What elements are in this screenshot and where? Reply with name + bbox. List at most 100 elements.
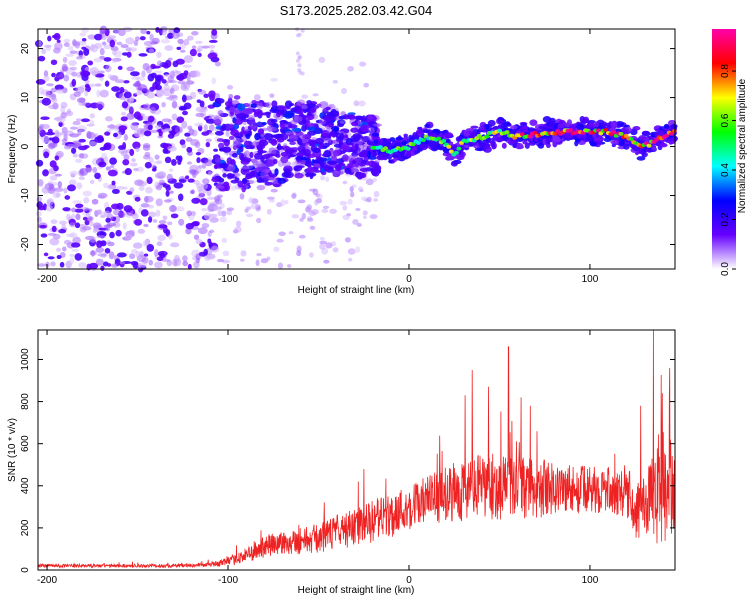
spectrogram-cell xyxy=(51,225,57,233)
spectrogram-cell xyxy=(213,148,219,152)
spectrogram-cell xyxy=(97,192,108,199)
spectrogram-cell xyxy=(69,253,75,257)
spectrogram-cell xyxy=(237,180,244,188)
spectrogram-cell xyxy=(186,146,193,153)
spectrogram-cell xyxy=(71,248,80,252)
spectrogram-cell xyxy=(172,60,179,68)
spectrogram-cell xyxy=(185,137,193,142)
spectrogram-cell xyxy=(277,137,285,143)
spectrogram-cell xyxy=(205,138,213,143)
spectrogram-cell xyxy=(132,141,141,150)
spectrogram-cell xyxy=(87,34,97,40)
spectrogram-cell xyxy=(45,92,54,98)
spectrogram-cell xyxy=(552,136,561,143)
spectrogram-cell xyxy=(97,157,105,163)
spectrogram-cell xyxy=(135,147,140,152)
spectrogram-cell xyxy=(277,145,283,150)
spectrogram-cell xyxy=(199,198,208,206)
spectrogram-cell xyxy=(218,142,225,149)
spectrogram-cell xyxy=(119,261,126,265)
spectrogram-cell xyxy=(226,173,236,177)
spectrogram-cell xyxy=(66,108,72,115)
spectrogram-cell xyxy=(505,121,511,126)
spectrogram-cell xyxy=(275,153,281,158)
spectrogram-cell xyxy=(132,262,139,269)
spectrogram-cell xyxy=(270,118,278,123)
spectrogram-cell xyxy=(216,258,225,263)
spectrogram-cell xyxy=(169,70,176,79)
spectrogram-cell xyxy=(137,263,148,268)
spectrogram-cell xyxy=(90,249,95,257)
spectrogram-cell xyxy=(83,197,90,204)
spectrogram-cell xyxy=(253,108,263,116)
spectrogram-cell xyxy=(76,182,83,190)
spectrogram-cell xyxy=(615,121,625,127)
spectrogram-cell xyxy=(227,97,233,105)
spectrogram-cell xyxy=(295,155,304,161)
spectrogram-cell xyxy=(319,236,325,241)
spectrogram-cell xyxy=(248,197,254,204)
spectrogram-cell xyxy=(330,125,340,132)
spectrogram-cell xyxy=(110,46,119,52)
spectrogram-cell xyxy=(446,138,451,143)
spectrogram-cell xyxy=(323,259,330,264)
spectrogram-cell xyxy=(323,164,331,172)
spectrogram-cell xyxy=(105,217,111,223)
spectrogram-cell xyxy=(611,130,616,135)
spectrogram-cell xyxy=(41,97,52,106)
spectrogram-cell xyxy=(191,45,197,50)
spectrogram-cell xyxy=(120,150,128,157)
spectrogram-cell xyxy=(62,207,71,212)
spectrogram-cell xyxy=(524,142,530,149)
spectrogram-cell xyxy=(48,184,55,188)
spectrogram-cell xyxy=(94,73,105,78)
spectrogram-cell xyxy=(129,106,134,113)
spectrogram-cell xyxy=(147,211,157,218)
spectrogram-cell xyxy=(164,156,172,164)
spectrogram-cell xyxy=(190,139,200,146)
spectrogram-cell xyxy=(181,143,187,149)
snr-frame xyxy=(37,329,676,571)
spectrogram-cell xyxy=(241,184,247,193)
spectrogram-cell xyxy=(79,226,87,233)
spectrogram-cell xyxy=(306,166,316,174)
spectrogram-cell xyxy=(76,97,86,104)
spectrogram-cell xyxy=(478,140,486,148)
spectrogram-cell xyxy=(70,214,77,219)
spectrogram-cell xyxy=(98,161,107,168)
y-tick-label: -20 xyxy=(20,237,31,252)
spectrogram-cell xyxy=(54,129,60,138)
spectrogram-cell xyxy=(165,185,171,191)
spectrogram-cell xyxy=(169,190,174,194)
spectrogram-cell xyxy=(211,77,217,85)
spectrogram-cell xyxy=(96,89,101,98)
spectrogram-cell xyxy=(56,88,65,94)
spectrogram-cell xyxy=(95,101,105,109)
spectrogram-cell xyxy=(129,253,136,260)
spectrogram-cell xyxy=(156,60,163,67)
spectrogram-cell xyxy=(82,190,92,197)
spectrogram-cell xyxy=(221,210,227,217)
spectrogram-cell xyxy=(133,39,139,47)
spectrogram-cell xyxy=(309,225,316,230)
spectrogram-cell xyxy=(159,252,166,258)
spectrogram-cell xyxy=(359,61,367,67)
spectrogram-cell xyxy=(182,110,188,116)
spectrogram-cell xyxy=(355,171,361,176)
spectrogram-cell xyxy=(104,80,110,87)
spectrogram-cell xyxy=(669,131,675,136)
spectrogram-cell xyxy=(140,209,149,217)
spectrogram-cell xyxy=(166,221,173,226)
spectrogram-cell xyxy=(308,210,317,217)
spectrogram-cell xyxy=(63,42,70,47)
spectrogram-cell xyxy=(284,100,293,108)
spectrogram-cell xyxy=(160,38,171,44)
spectrogram-cell xyxy=(168,234,173,240)
spectrogram-cell xyxy=(293,115,303,122)
spectrogram-cell xyxy=(245,213,254,218)
colorbar-tick-label: 0.2 xyxy=(720,212,731,226)
spectrogram-cell xyxy=(89,236,96,243)
spectrogram-cell xyxy=(93,209,102,216)
spectrogram-cell xyxy=(134,91,143,96)
